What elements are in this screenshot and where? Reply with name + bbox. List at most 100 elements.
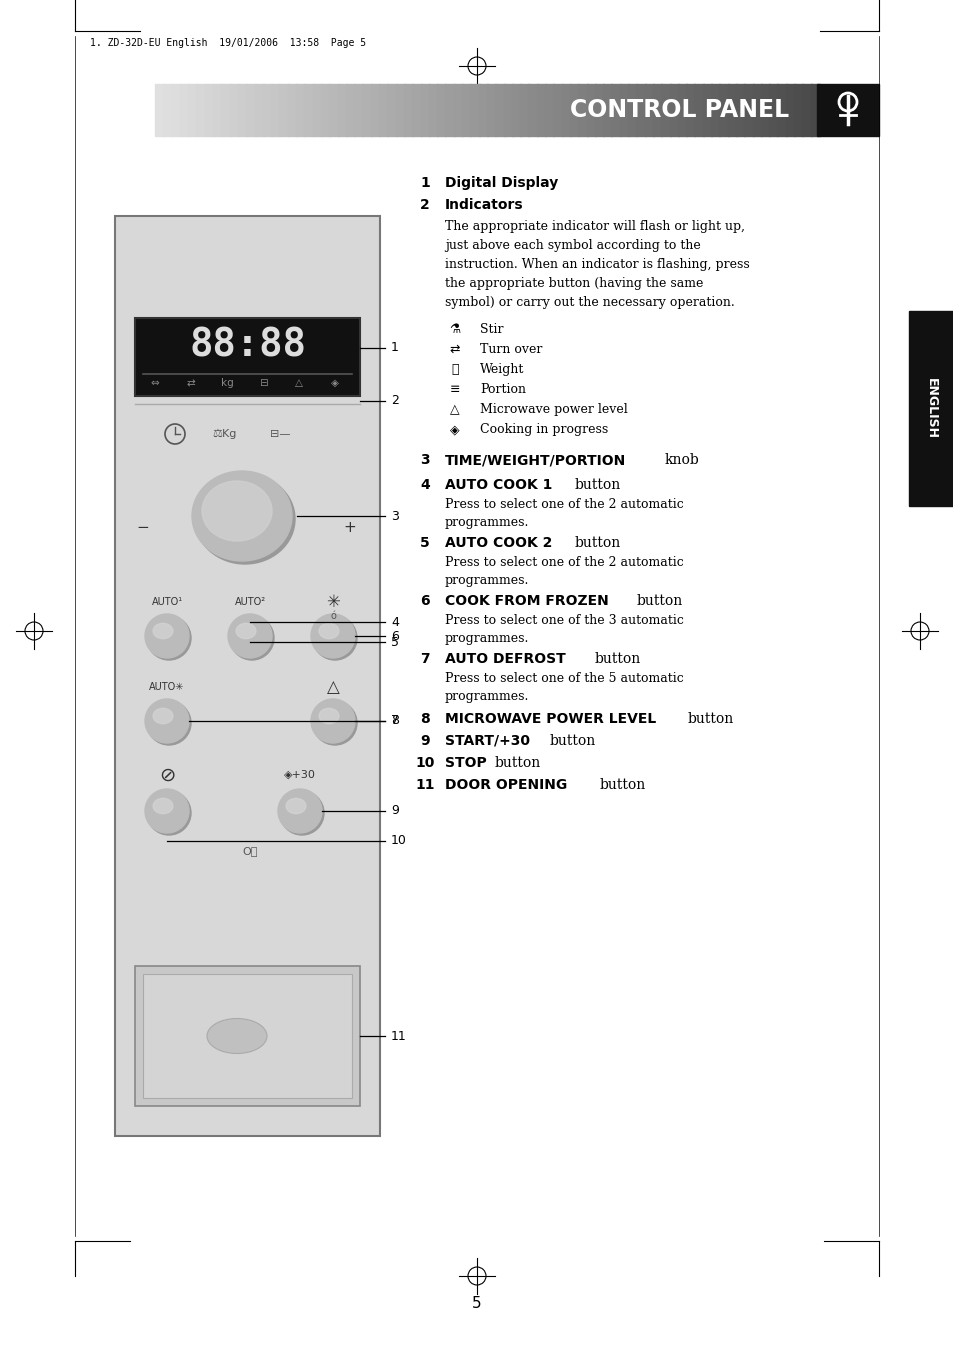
Bar <box>768 84 778 136</box>
Bar <box>154 84 164 136</box>
Text: Stir: Stir <box>479 323 503 336</box>
Text: 5: 5 <box>391 635 398 648</box>
Bar <box>279 84 289 136</box>
Text: Portion: Portion <box>479 382 525 396</box>
Bar <box>785 84 794 136</box>
Bar <box>619 84 628 136</box>
Text: 5: 5 <box>472 1296 481 1310</box>
Text: 11: 11 <box>391 1029 406 1043</box>
Text: −: − <box>136 520 150 535</box>
Circle shape <box>311 698 355 743</box>
Bar <box>595 84 603 136</box>
Circle shape <box>147 701 191 744</box>
Bar <box>304 84 314 136</box>
Text: 9: 9 <box>391 804 398 817</box>
Ellipse shape <box>286 798 306 813</box>
Text: The appropriate indicator will flash or light up,: The appropriate indicator will flash or … <box>444 220 744 232</box>
Circle shape <box>311 613 355 658</box>
Text: button: button <box>595 653 640 666</box>
Ellipse shape <box>235 623 255 639</box>
Text: ⊘: ⊘ <box>158 766 175 785</box>
Ellipse shape <box>194 474 294 563</box>
Bar <box>461 84 471 136</box>
Bar <box>528 84 537 136</box>
Text: TIME/WEIGHT/PORTION: TIME/WEIGHT/PORTION <box>444 453 625 467</box>
Bar <box>230 84 239 136</box>
Bar <box>205 84 213 136</box>
Text: AUTO¹: AUTO¹ <box>152 597 182 607</box>
Bar <box>163 84 172 136</box>
Bar <box>470 84 479 136</box>
Bar <box>180 84 189 136</box>
Text: CONTROL PANEL: CONTROL PANEL <box>570 99 789 122</box>
Bar <box>295 84 305 136</box>
Bar <box>346 84 355 136</box>
Text: programmes.: programmes. <box>444 632 529 644</box>
Text: DOOR OPENING: DOOR OPENING <box>444 778 567 792</box>
Bar <box>760 84 769 136</box>
Text: AUTO COOK 1: AUTO COOK 1 <box>444 478 552 492</box>
Bar <box>544 84 554 136</box>
Text: symbol) or carry out the necessary operation.: symbol) or carry out the necessary opera… <box>444 296 734 309</box>
Text: programmes.: programmes. <box>444 516 529 530</box>
Text: ≡: ≡ <box>449 382 459 396</box>
Bar <box>478 84 488 136</box>
Bar <box>810 84 820 136</box>
Bar <box>537 84 545 136</box>
Text: 4: 4 <box>419 478 429 492</box>
Bar <box>735 84 744 136</box>
Circle shape <box>228 613 272 658</box>
Bar <box>719 84 728 136</box>
Text: 8: 8 <box>419 712 429 725</box>
Circle shape <box>145 789 189 834</box>
Text: 2: 2 <box>391 394 398 408</box>
Text: 1. ZD-32D-EU English  19/01/2006  13:58  Page 5: 1. ZD-32D-EU English 19/01/2006 13:58 Pa… <box>90 38 366 49</box>
Bar <box>454 84 462 136</box>
Bar <box>512 84 520 136</box>
Text: 6: 6 <box>391 630 398 643</box>
Bar <box>115 216 379 1136</box>
Bar <box>403 84 413 136</box>
Text: 8: 8 <box>391 715 398 727</box>
Bar <box>752 84 761 136</box>
Text: the appropriate button (having the same: the appropriate button (having the same <box>444 277 702 290</box>
Bar <box>263 84 272 136</box>
Bar <box>329 84 338 136</box>
Text: △: △ <box>326 678 339 696</box>
Bar <box>135 317 359 396</box>
Bar <box>362 84 372 136</box>
Text: 6: 6 <box>419 594 429 608</box>
Text: button: button <box>687 712 734 725</box>
Bar <box>495 84 504 136</box>
Text: Press to select one of the 5 automatic: Press to select one of the 5 automatic <box>444 671 683 685</box>
Text: 1: 1 <box>419 176 429 190</box>
Text: Cooking in progress: Cooking in progress <box>479 423 608 436</box>
Bar <box>678 84 686 136</box>
Text: AUTO²: AUTO² <box>234 597 265 607</box>
Bar <box>188 84 197 136</box>
Ellipse shape <box>152 798 172 813</box>
Text: programmes.: programmes. <box>444 574 529 586</box>
Text: △: △ <box>294 378 303 388</box>
Bar <box>320 84 330 136</box>
Text: ⚗: ⚗ <box>449 323 460 336</box>
Bar <box>354 84 363 136</box>
Circle shape <box>147 790 191 835</box>
Ellipse shape <box>318 708 338 724</box>
Bar <box>644 84 654 136</box>
Bar <box>743 84 753 136</box>
Bar <box>412 84 421 136</box>
Bar <box>337 84 347 136</box>
Bar <box>246 84 255 136</box>
Bar <box>586 84 596 136</box>
Text: 3: 3 <box>391 509 398 523</box>
Text: Turn over: Turn over <box>479 343 542 357</box>
Bar <box>172 84 181 136</box>
Bar <box>436 84 446 136</box>
Bar <box>196 84 206 136</box>
Text: ⚖Kg: ⚖Kg <box>213 428 237 439</box>
Text: 10: 10 <box>391 835 406 847</box>
Text: MICROWAVE POWER LEVEL: MICROWAVE POWER LEVEL <box>444 712 656 725</box>
Bar <box>669 84 679 136</box>
Text: 11: 11 <box>415 778 434 792</box>
